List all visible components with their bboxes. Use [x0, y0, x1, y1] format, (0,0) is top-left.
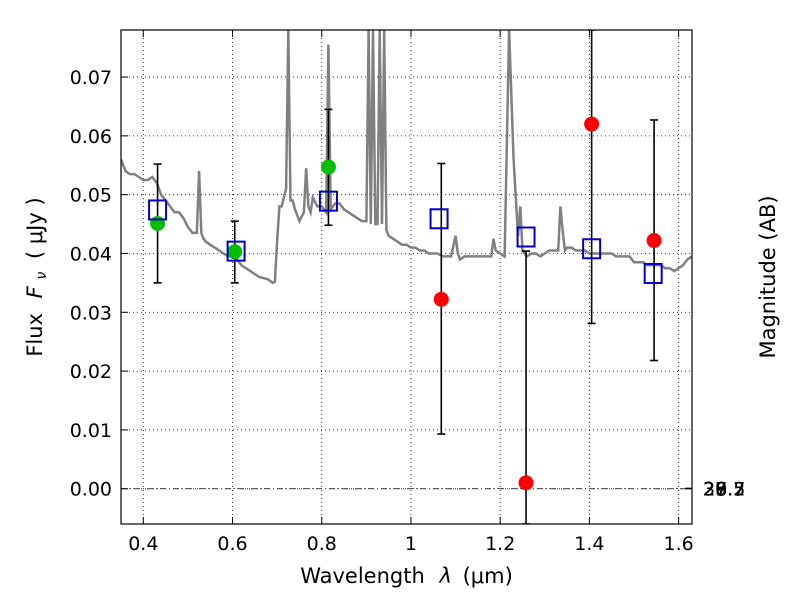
y-axis-title: Flux F ν ( μJy ) — [23, 197, 51, 356]
y-tick-label: 0.02 — [70, 361, 112, 383]
y-axis-ticks: 0.00 0.01 0.02 0.03 0.04 0.05 0.06 0.07 — [70, 67, 128, 501]
y-tick-label: 0.03 — [70, 302, 112, 324]
model-square-marker — [582, 238, 602, 260]
error-bars — [153, 30, 659, 524]
plot-frame — [120, 29, 693, 525]
red-data-point — [646, 233, 662, 249]
model-square-marker — [226, 240, 246, 262]
model-spectrum-line — [121, 30, 692, 285]
y-tick-label: 0.07 — [70, 67, 112, 89]
x-tick-label: 1.2 — [485, 533, 515, 555]
x-tick-label: 1.6 — [664, 533, 694, 555]
y2-tick-label: 28 — [703, 479, 727, 501]
green-photometry-points — [150, 159, 336, 260]
model-square-marker — [643, 262, 663, 284]
y2-tick-label: 27.5 — [703, 479, 745, 501]
y2-tick-label: 27 — [703, 478, 727, 500]
x-axis-ticks: 0.4 0.6 0.8 1 1.2 1.4 1.6 — [128, 30, 694, 555]
green-data-point — [320, 159, 336, 175]
red-data-point — [518, 475, 534, 491]
y-tick-label: 0.00 — [70, 479, 112, 501]
x-tick-label: 0.8 — [307, 533, 337, 555]
model-photometry-squares — [148, 190, 663, 284]
y2-tick-label: 27.2 — [703, 478, 745, 500]
red-data-point — [433, 291, 449, 307]
green-data-point — [150, 215, 166, 231]
model-square-marker — [148, 199, 168, 221]
y-tick-label: 0.05 — [70, 185, 112, 207]
x-tick-label: 1 — [405, 533, 417, 555]
red-data-point — [584, 116, 600, 132]
y2-tick-label: 30 — [703, 479, 727, 501]
model-square-marker — [318, 190, 338, 212]
grid-lines — [121, 30, 692, 524]
red-photometry-points — [433, 116, 662, 491]
green-data-point — [227, 244, 243, 260]
y2-tick-label: 28.5 — [703, 479, 745, 501]
y2-axis-title: Magnitude (AB) — [756, 195, 780, 358]
y2-tick-label: 29 — [703, 479, 727, 501]
x-tick-label: 1.4 — [574, 533, 604, 555]
x-axis-title: Wavelength λ (μm) — [300, 564, 513, 588]
model-square-marker — [429, 208, 449, 230]
x-tick-label: 0.4 — [128, 533, 158, 555]
y-tick-label: 0.06 — [70, 126, 112, 148]
y2-tick-label: 26.7 — [703, 478, 745, 500]
x-tick-label: 0.6 — [217, 533, 247, 555]
y-tick-label: 0.04 — [70, 243, 112, 265]
y-tick-label: 0.01 — [70, 420, 112, 442]
model-square-marker — [516, 226, 536, 248]
